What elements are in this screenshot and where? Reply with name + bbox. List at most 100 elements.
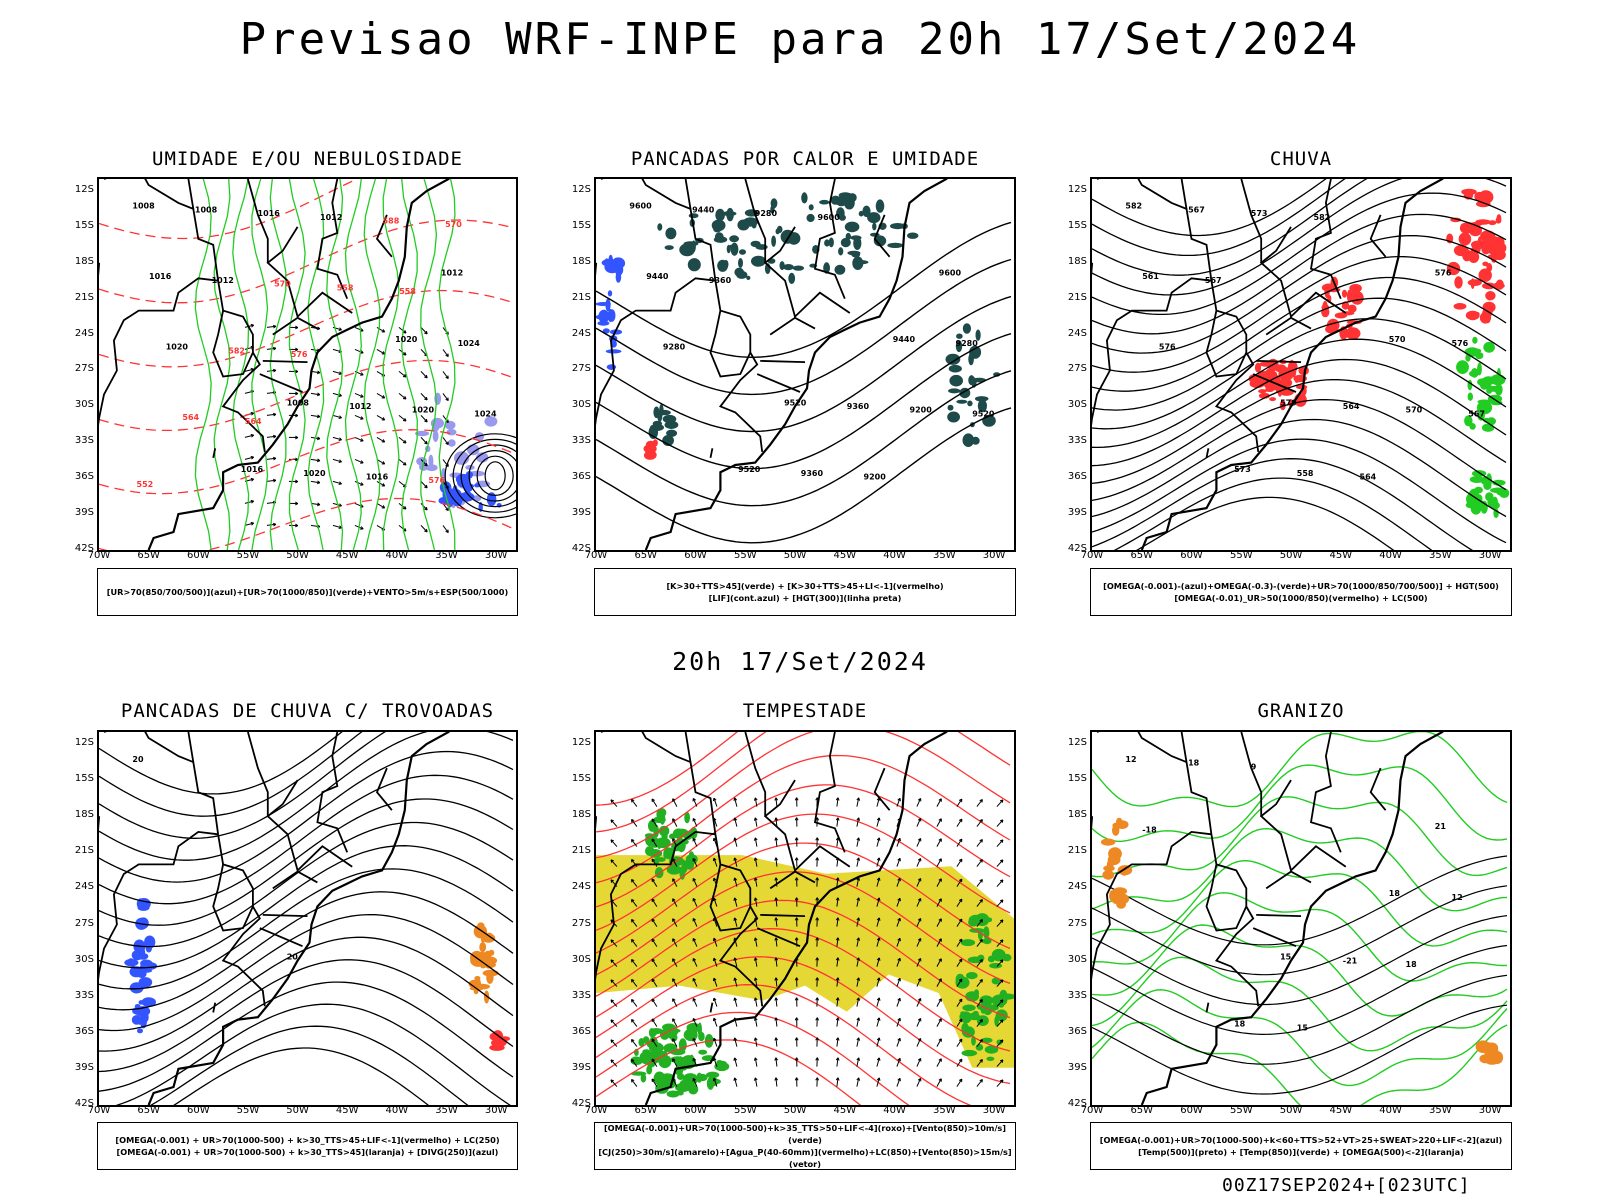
panel-title: CHUVA	[1269, 148, 1333, 170]
latitude-label: 12S	[1067, 184, 1087, 196]
contour-label: 570	[274, 280, 291, 289]
longitude-label: 65W	[137, 550, 160, 561]
contour-label: 9440	[893, 335, 916, 344]
coastline-borders	[99, 732, 450, 1105]
latitude-label: 39S	[1067, 507, 1087, 519]
precip-green-south	[1465, 470, 1510, 519]
contour-label: 570	[445, 220, 462, 229]
panel-title: GRANIZO	[1257, 700, 1345, 722]
latitude-label: 30S	[1067, 953, 1087, 965]
panel-title: UMIDADE E/OU NEBULOSIDADE	[152, 148, 463, 170]
contour-label: -18	[1142, 826, 1157, 835]
contour-label: 558	[399, 287, 416, 296]
contour-label: 1020	[166, 343, 189, 352]
panel-title: PANCADAS DE CHUVA C/ TROVOADAS	[120, 700, 495, 722]
map-canvas: 12 15 21 18 18 18 -21 -18 15 12 9 18	[1092, 732, 1508, 1105]
contour-label: 1008	[195, 205, 218, 214]
contour-label: 9200	[864, 473, 887, 482]
latitude-label: 39S	[74, 1061, 94, 1073]
latitude-label: 36S	[571, 471, 591, 483]
latitude-label: 12S	[571, 737, 591, 749]
longitude-label: 50W	[1279, 1105, 1303, 1116]
map-canvas: 582 579 576 573 570 567 564 561 558 576 573 570 567 5…	[1092, 179, 1510, 550]
legend-line: [K>30+TTS>45](verde) + [K>30+TTS>45+LI<-…	[666, 581, 944, 591]
longitude-label: 35W	[435, 550, 458, 561]
latitude-label: 24S	[571, 881, 591, 893]
contour-label: 9360	[801, 469, 824, 478]
longitude-label: 55W	[1229, 1105, 1253, 1116]
contour-label: 573	[1234, 465, 1251, 474]
latitude-label: 15S	[571, 773, 591, 785]
latitude-label: 15S	[1067, 219, 1087, 231]
latitude-label: 21S	[74, 291, 94, 303]
latitude-label: 36S	[74, 471, 94, 483]
precip-red-area	[1446, 188, 1507, 324]
contour-labels: 12 15 21 18 18 18 -21 -18 15 12 9 18	[1125, 755, 1462, 1033]
contour-label: 15	[1280, 953, 1292, 962]
longitude-label: 60W	[684, 1105, 707, 1116]
panel-title: PANCADAS POR CALOR E UMIDADE	[630, 148, 980, 170]
longitude-label: 35W	[435, 1105, 458, 1116]
contour-label: 573	[1251, 209, 1268, 218]
thickness-contours	[99, 179, 514, 550]
contour-label: 582	[228, 346, 245, 355]
longitude-label: 50W	[286, 1105, 309, 1116]
contour-label: -21	[1343, 956, 1358, 965]
thunder-red-area	[489, 1030, 511, 1051]
latitude-label: 42S	[74, 1098, 94, 1109]
map-panel: 20 20	[97, 730, 518, 1107]
contour-label: 558	[337, 283, 354, 292]
temp500-contours	[1092, 855, 1508, 1095]
longitude-label: 45W	[335, 550, 359, 561]
legend-line: [OMEGA(-0.001) + UR>70(1000-500) + k>30_…	[116, 1147, 499, 1157]
map-canvas: 9600 9520 9600 9520 9440 9440 9360 9440 9360 9280…	[596, 179, 1012, 550]
latitude-label: 18S	[74, 809, 94, 821]
contour-label: 9520	[784, 398, 807, 407]
latitude-label: 21S	[571, 845, 591, 857]
contour-label: 9600	[939, 269, 962, 278]
longitude-label: 60W	[684, 550, 707, 561]
latitude-label: 42S	[1067, 543, 1087, 554]
contour-label: 9	[1251, 762, 1257, 771]
omega-orange-south	[1475, 1040, 1504, 1065]
legend-line: [OMEGA(-0.001) + UR>70(1000-500) + k>30_…	[115, 1135, 500, 1145]
contour-label: 1020	[412, 406, 435, 415]
longitude-label: 65W	[634, 1105, 658, 1116]
contour-label: 564	[1343, 402, 1360, 411]
contour-label: 9200	[910, 406, 933, 415]
contour-label: 579	[1280, 398, 1297, 407]
contour-label: 12	[1125, 755, 1136, 764]
map-canvas: 1008 1008 1012 1016 1020 1008 1012 1016 1020 1024…	[99, 179, 516, 550]
latitude-label: 36S	[571, 1025, 591, 1037]
contour-label: 576	[1435, 269, 1452, 278]
longitude-label: 40W	[1379, 550, 1402, 561]
contour-label: 576	[428, 476, 445, 485]
jet-stream-area	[596, 855, 1014, 1068]
contour-label: 9520	[972, 409, 995, 418]
map-panel: 9600 9520 9600 9520 9440 9440 9360 9440 9360 9280…	[594, 177, 1016, 552]
latitude-label: 18S	[1067, 255, 1087, 267]
latitude-label: 39S	[74, 507, 94, 519]
contour-label: 18	[1389, 889, 1401, 898]
longitude-label: 70W	[87, 1105, 111, 1116]
longitude-label: 40W	[883, 1105, 906, 1116]
latitude-label: 36S	[74, 1025, 94, 1037]
contour-label: 18	[1406, 960, 1418, 969]
coastline-borders	[1092, 179, 1444, 550]
longitude-label: 55W	[236, 550, 260, 561]
contour-label: 9600	[629, 202, 652, 211]
legend-line: [UR>70(850/700/500)](azul)+[UR>70(1000/8…	[106, 587, 509, 597]
temp850-contours	[1092, 732, 1508, 1105]
latitude-label: 30S	[74, 399, 94, 411]
latitude-label: 27S	[1067, 917, 1087, 929]
contour-label: 570	[1389, 335, 1406, 344]
latitude-label: 12S	[571, 184, 591, 196]
legend-box: [OMEGA(-0.001)+UR>70(1000-500)+k<60+TTS>…	[1090, 1122, 1512, 1170]
map-panel: 12 15 21 18 18 18 -21 -18 15 12 9 18	[1090, 730, 1512, 1107]
latitude-label: 42S	[74, 543, 94, 554]
contour-label: 9520	[738, 465, 761, 474]
streamlines-250	[99, 732, 514, 1105]
latitude-label: 24S	[74, 881, 94, 893]
contour-label: 564	[1360, 473, 1377, 482]
legend-line: [Temp(500)](preto) + [Temp(850)](verde) …	[1138, 1147, 1464, 1157]
